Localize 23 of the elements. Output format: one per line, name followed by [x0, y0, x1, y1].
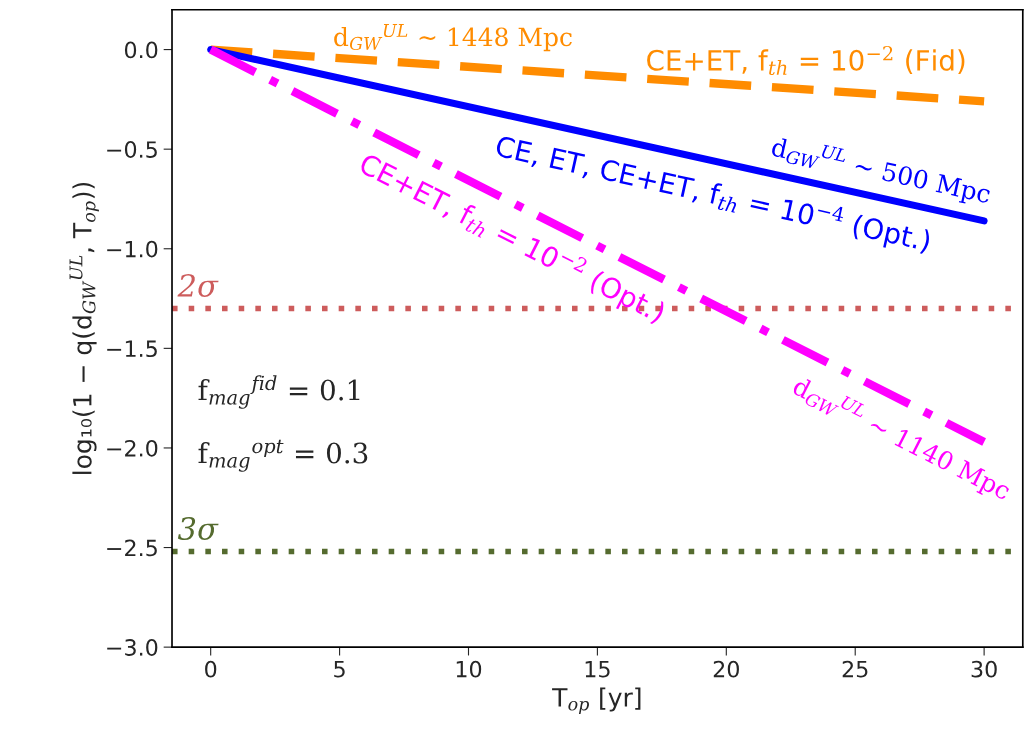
ref-line-label: 3σ	[177, 516, 219, 541]
y-tick-label: −1.5	[107, 340, 157, 358]
y-tick-label: 0.0	[124, 41, 158, 59]
annotation: d$_{GW}$$^{UL}$ ∼ 1140 Mpc	[789, 373, 1014, 505]
x-tick-label: 30	[971, 660, 997, 678]
x-tick-label: 25	[842, 660, 868, 678]
y-tick-label: −0.5	[107, 141, 157, 158]
y-tick-label: −1.0	[107, 240, 158, 258]
y-axis-title: log₁₀(1 − q(d$_{GW}$$^{UL}$, T$_{op}$))	[69, 182, 99, 474]
x-axis-title: T$_{op}$ [yr]	[552, 687, 641, 714]
y-tick-label: −2.0	[107, 439, 158, 457]
y-tick-label: −2.5	[107, 539, 157, 557]
x-tick-label: 0	[205, 660, 217, 678]
annotation: f$_{mag}$$^{opt}$ = 0.3	[198, 439, 368, 472]
y-tick-label: −3.0	[107, 639, 158, 656]
annotation: d$_{GW}$$^{UL}$ ∼ 1448 Mpc	[334, 24, 572, 52]
x-tick-label: 15	[585, 661, 610, 678]
annotation: f$_{mag}$$^{fid}$ = 0.1	[198, 375, 360, 409]
x-tick-label: 20	[713, 660, 739, 678]
x-tick-label: 10	[456, 660, 482, 678]
series-label: CE+ET, f$_{th}$ = 10$^{−2}$ (Fid)	[647, 45, 965, 76]
ref-line-label: 2σ	[177, 273, 219, 298]
x-tick-label: 5	[334, 661, 345, 678]
